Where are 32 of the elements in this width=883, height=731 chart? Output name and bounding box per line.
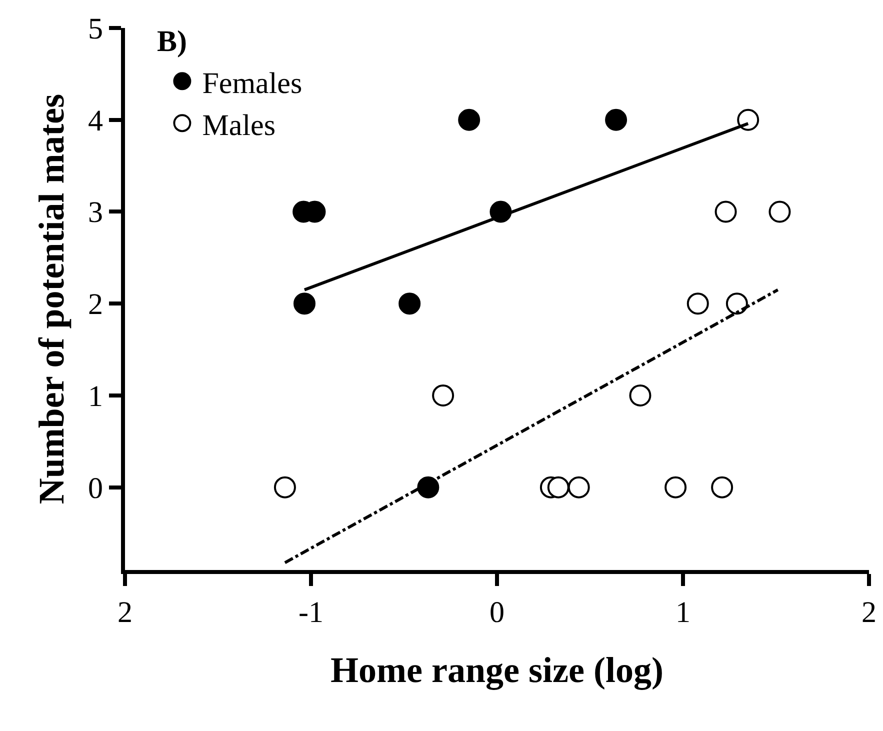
x-tick-label: 2 [862, 596, 876, 629]
point [714, 200, 737, 223]
point [274, 476, 296, 498]
legend-label: Males [202, 108, 276, 142]
y-tick-label: 1 [88, 380, 103, 413]
point [726, 292, 748, 315]
point [568, 476, 590, 498]
point [664, 476, 687, 498]
y-tick-label: 0 [88, 472, 103, 505]
legend-label: Females [202, 66, 302, 100]
y-tick-label: 3 [88, 196, 103, 230]
point [768, 200, 791, 223]
point [458, 108, 480, 131]
y-tick-label: 2 [88, 288, 103, 322]
point [398, 292, 421, 315]
point [737, 108, 760, 131]
x-tick-label: -1 [298, 596, 324, 629]
x-axis-title: Home range size (log) [330, 650, 664, 690]
x-tick-label: 2 [118, 596, 132, 629]
point [711, 476, 734, 498]
annotation: B) [157, 25, 187, 58]
x-tick-label: 0 [490, 596, 504, 629]
x-tick-label: 1 [676, 596, 690, 629]
point [686, 292, 709, 315]
point [294, 292, 316, 315]
y-tick-label: 4 [88, 104, 103, 138]
y-tick-label: 5 [88, 12, 103, 46]
point [547, 476, 570, 498]
point [432, 384, 454, 406]
y-axis-title: Number of potential mates [31, 94, 72, 504]
point [629, 384, 652, 406]
point [605, 108, 628, 131]
